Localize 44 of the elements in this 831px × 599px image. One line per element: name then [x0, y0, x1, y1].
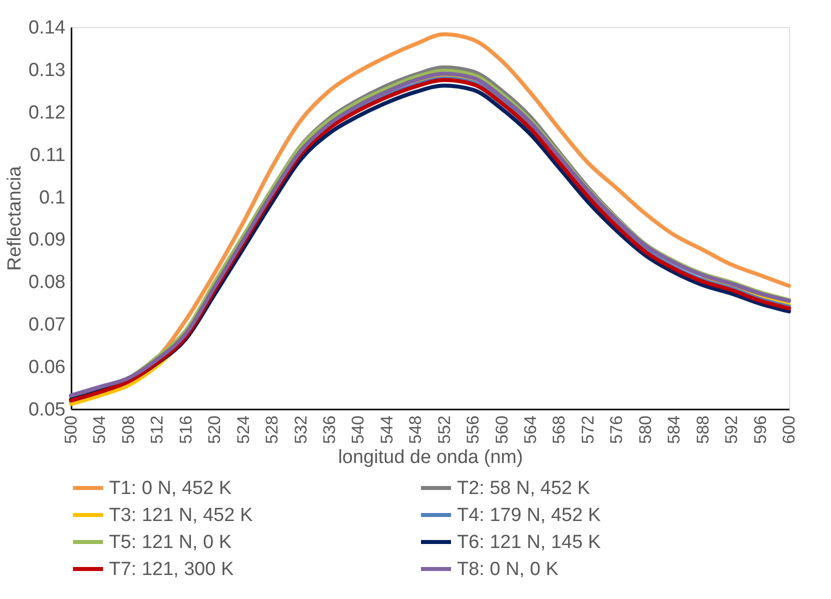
legend-label: T4: 179 N, 452 K: [457, 505, 601, 526]
x-tick-label: 584: [664, 416, 684, 444]
x-tick-label: 588: [693, 416, 712, 444]
x-tick-label: 508: [118, 416, 138, 444]
y-tick-label: 0.09: [28, 230, 66, 251]
x-tick-label: 560: [492, 416, 512, 444]
y-tick-label: 0.1: [39, 187, 66, 208]
legend-label: T2: 58 N, 452 K: [457, 478, 590, 499]
x-tick-label: 568: [550, 416, 569, 444]
x-tick-label: 572: [578, 416, 598, 444]
x-tick-label: 576: [607, 416, 626, 444]
x-tick-label: 580: [636, 416, 655, 444]
legend-label: T5: 121 N, 0 K: [109, 532, 232, 553]
x-tick-label: 528: [262, 416, 282, 444]
x-tick-label: 556: [464, 416, 483, 444]
x-tick-label: 548: [406, 416, 426, 444]
x-tick-label: 592: [722, 416, 742, 444]
y-tick-label: 0.08: [28, 272, 66, 294]
x-tick-label: 516: [176, 416, 196, 444]
legend-label: T6: 121 N, 145 K: [457, 532, 601, 553]
x-tick-label: 532: [291, 416, 310, 444]
legend-label: T1: 0 N, 452 K: [109, 478, 232, 499]
x-tick-label: 552: [434, 416, 454, 444]
y-tick-label: 0.07: [28, 314, 66, 336]
legend-label: T3: 121 N, 452 K: [109, 505, 253, 526]
legend-label: T8: 0 N, 0 K: [457, 559, 559, 580]
x-tick-label: 540: [348, 416, 368, 444]
y-tick-label: 0.11: [30, 144, 66, 166]
x-tick-label: 600: [780, 416, 798, 444]
x-axis-title: longitud de onda (nm): [338, 446, 523, 468]
x-tick-label: 512: [148, 416, 167, 444]
x-tick-label: 536: [320, 416, 339, 444]
legend-label: T7: 121, 300 K: [109, 559, 234, 580]
x-tick-label: 520: [205, 416, 224, 444]
y-tick-label: 0.14: [28, 18, 66, 38]
y-tick-label: 0.12: [28, 102, 66, 124]
x-tick-label: 544: [377, 416, 396, 444]
y-axis-title: Reflectancia: [4, 166, 26, 271]
y-tick-label: 0.13: [28, 60, 66, 81]
x-tick-label: 564: [521, 416, 540, 444]
x-tick-label: 524: [234, 416, 253, 444]
x-tick-label: 596: [750, 416, 770, 444]
y-tick-label: 0.06: [28, 357, 66, 378]
x-tick-label: 504: [90, 416, 110, 444]
